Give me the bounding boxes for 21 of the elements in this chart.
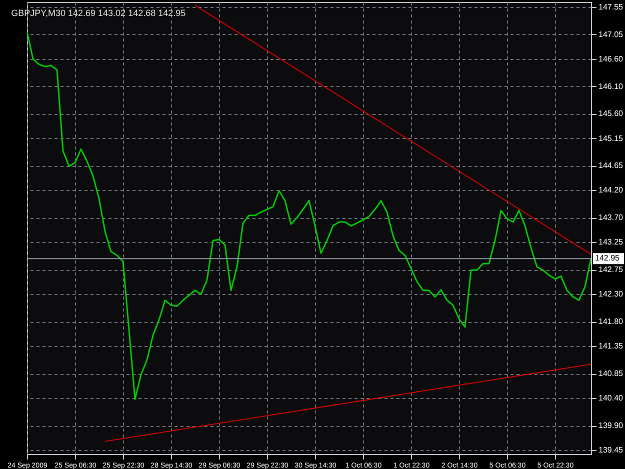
y-tick-label: 139.90 (598, 421, 624, 430)
y-tick-label: 142.30 (598, 290, 624, 299)
y-tick-label: 145.15 (598, 134, 624, 143)
y-tick-label: 146.60 (598, 54, 624, 64)
y-tick-label: 146.10 (598, 82, 624, 91)
y-tick-label: 144.20 (598, 186, 624, 195)
y-tick-label: 141.80 (598, 317, 624, 326)
y-tick-label: 143.70 (598, 213, 624, 222)
y-tick-label: 144.65 (598, 161, 624, 170)
line-series (27, 30, 591, 400)
y-tick-label: 143.25 (598, 238, 624, 247)
y-tick-label: 147.05 (598, 30, 624, 39)
y-tick-label: 141.35 (598, 342, 624, 351)
y-tick-label: 140.40 (598, 394, 624, 403)
y-tick-label: 142.75 (598, 265, 624, 274)
y-tick-label: 139.45 (598, 446, 624, 455)
text: GBPJPY,M30 142.69 143.02 142.68 142.95 (11, 8, 186, 18)
y-tick-label: 140.85 (598, 369, 624, 378)
y-tick-label: 147.55 (598, 2, 624, 12)
ref-line-label: 142.95 (595, 254, 620, 263)
y-tick-label: 145.60 (598, 109, 624, 118)
